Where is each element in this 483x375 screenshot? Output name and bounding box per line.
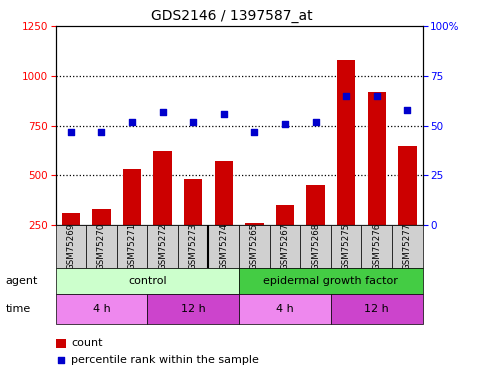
Text: GSM75275: GSM75275 bbox=[341, 223, 351, 270]
Bar bbox=[56, 268, 239, 294]
Text: GSM75276: GSM75276 bbox=[372, 223, 381, 270]
Text: 12 h: 12 h bbox=[364, 304, 389, 314]
Bar bbox=[239, 268, 423, 294]
Bar bbox=[56, 339, 66, 348]
Point bbox=[128, 118, 136, 124]
Text: time: time bbox=[6, 304, 31, 314]
Text: GSM75269: GSM75269 bbox=[66, 223, 75, 270]
Bar bbox=[86, 225, 117, 268]
Text: GSM75274: GSM75274 bbox=[219, 223, 228, 270]
Bar bbox=[123, 170, 141, 274]
Point bbox=[220, 111, 227, 117]
Bar bbox=[154, 152, 172, 274]
Text: percentile rank within the sample: percentile rank within the sample bbox=[71, 355, 259, 365]
Point bbox=[251, 129, 258, 135]
Text: GSM75268: GSM75268 bbox=[311, 223, 320, 270]
Bar bbox=[209, 225, 239, 268]
Text: GSM75271: GSM75271 bbox=[128, 223, 137, 270]
Point bbox=[98, 129, 105, 135]
Text: GDS2146 / 1397587_at: GDS2146 / 1397587_at bbox=[151, 9, 313, 23]
Bar bbox=[368, 92, 386, 274]
Bar bbox=[331, 294, 423, 324]
Bar bbox=[147, 294, 239, 324]
Bar bbox=[245, 223, 264, 274]
Bar bbox=[306, 185, 325, 274]
Bar bbox=[214, 161, 233, 274]
Text: GSM75273: GSM75273 bbox=[189, 223, 198, 270]
Text: 12 h: 12 h bbox=[181, 304, 206, 314]
Text: 4 h: 4 h bbox=[93, 304, 110, 314]
Bar bbox=[300, 225, 331, 268]
Point bbox=[159, 109, 167, 115]
Point bbox=[189, 118, 197, 124]
Bar bbox=[239, 294, 331, 324]
Text: count: count bbox=[71, 338, 102, 348]
Bar bbox=[92, 209, 111, 274]
Bar bbox=[270, 225, 300, 268]
Bar bbox=[361, 225, 392, 268]
Bar bbox=[331, 225, 361, 268]
Bar bbox=[178, 225, 209, 268]
Bar bbox=[147, 225, 178, 268]
Text: GSM75265: GSM75265 bbox=[250, 223, 259, 270]
Bar bbox=[117, 225, 147, 268]
Bar bbox=[239, 225, 270, 268]
Bar bbox=[276, 205, 294, 274]
Text: 4 h: 4 h bbox=[276, 304, 294, 314]
Point bbox=[373, 93, 381, 99]
Bar bbox=[62, 213, 80, 274]
Point bbox=[342, 93, 350, 99]
Bar bbox=[56, 225, 86, 268]
Bar bbox=[392, 225, 423, 268]
Text: agent: agent bbox=[6, 276, 38, 286]
Point bbox=[67, 129, 75, 135]
Text: GSM75270: GSM75270 bbox=[97, 223, 106, 270]
Point bbox=[403, 107, 411, 113]
Text: GSM75272: GSM75272 bbox=[158, 223, 167, 270]
Text: control: control bbox=[128, 276, 167, 286]
Bar bbox=[56, 294, 147, 324]
Text: epidermal growth factor: epidermal growth factor bbox=[263, 276, 398, 286]
Text: GSM75267: GSM75267 bbox=[281, 223, 289, 270]
Bar bbox=[337, 60, 355, 274]
Bar bbox=[398, 146, 416, 274]
Bar bbox=[184, 179, 202, 274]
Point bbox=[312, 118, 319, 124]
Point bbox=[281, 121, 289, 127]
Text: GSM75277: GSM75277 bbox=[403, 223, 412, 270]
